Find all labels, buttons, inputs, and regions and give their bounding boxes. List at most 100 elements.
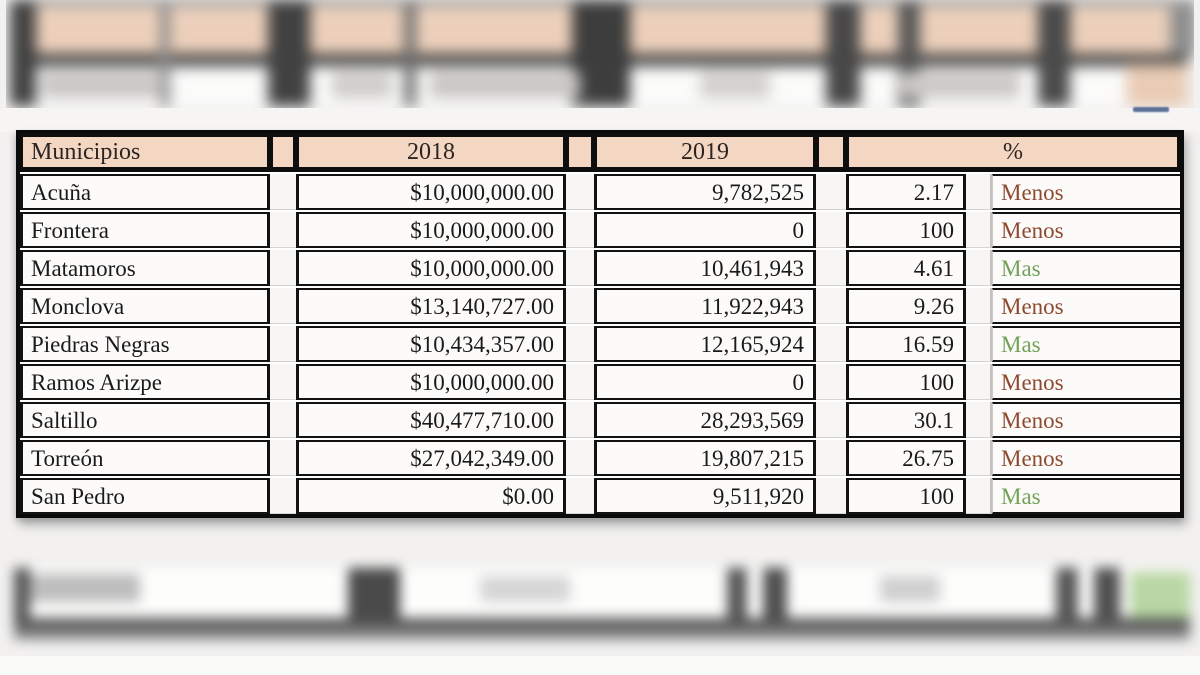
cell-2019: 0 bbox=[594, 212, 816, 248]
cell-2018: $10,434,357.00 bbox=[296, 326, 566, 362]
cell-2018: $10,000,000.00 bbox=[296, 250, 566, 286]
cell-percent: 2.17 bbox=[846, 174, 966, 210]
percent-label-gap bbox=[966, 174, 992, 210]
column-spacer bbox=[270, 364, 296, 400]
blur-artifact bbox=[900, 72, 1020, 98]
column-spacer bbox=[816, 478, 846, 514]
blur-artifact bbox=[14, 568, 30, 618]
cell-percent: 16.59 bbox=[846, 326, 966, 362]
cell-trend-menos: Menos bbox=[992, 364, 1180, 400]
blur-artifact bbox=[14, 618, 1190, 640]
cell-trend-menos: Menos bbox=[992, 440, 1180, 476]
blur-artifact bbox=[42, 72, 162, 98]
cell-municipio: Ramos Arizpe bbox=[20, 364, 270, 400]
column-spacer bbox=[816, 250, 846, 286]
blur-artifact bbox=[1170, 0, 1194, 55]
column-spacer bbox=[816, 440, 846, 476]
cell-trend-menos: Menos bbox=[992, 212, 1180, 248]
blur-artifact bbox=[763, 568, 787, 618]
cell-2019: 28,293,569 bbox=[594, 402, 816, 438]
blur-artifact bbox=[1038, 0, 1070, 106]
blur-artifact bbox=[1094, 568, 1120, 618]
cell-percent: 100 bbox=[846, 364, 966, 400]
percent-label-gap bbox=[966, 212, 992, 248]
cell-2018: $10,000,000.00 bbox=[296, 212, 566, 248]
cell-2019: 19,807,215 bbox=[594, 440, 816, 476]
cell-2019: 12,165,924 bbox=[594, 326, 816, 362]
column-spacer bbox=[816, 174, 846, 210]
blurred-table-above bbox=[6, 0, 1194, 108]
page-gap-strip bbox=[0, 108, 1200, 132]
column-spacer bbox=[566, 440, 594, 476]
cell-2018: $0.00 bbox=[296, 478, 566, 514]
cell-percent: 9.26 bbox=[846, 288, 966, 324]
blur-artifact bbox=[700, 72, 770, 98]
column-spacer bbox=[270, 440, 296, 476]
cell-2018: $40,477,710.00 bbox=[296, 402, 566, 438]
header-municipios: Municipios bbox=[20, 134, 270, 172]
cell-percent: 26.75 bbox=[846, 440, 966, 476]
column-spacer bbox=[816, 364, 846, 400]
blur-artifact bbox=[160, 0, 170, 106]
cell-2018: $27,042,349.00 bbox=[296, 440, 566, 476]
blue-dash-artifact bbox=[1133, 107, 1169, 112]
cell-2018: $13,140,727.00 bbox=[296, 288, 566, 324]
cell-municipio: Saltillo bbox=[20, 402, 270, 438]
header-spacer bbox=[270, 134, 296, 172]
column-spacer bbox=[270, 402, 296, 438]
blur-artifact bbox=[332, 72, 392, 98]
column-spacer bbox=[816, 288, 846, 324]
cell-municipio: San Pedro bbox=[20, 478, 270, 514]
column-spacer bbox=[566, 478, 594, 514]
column-spacer bbox=[566, 326, 594, 362]
column-spacer bbox=[816, 326, 846, 362]
cell-trend-mas: Mas bbox=[992, 326, 1180, 362]
column-spacer bbox=[816, 212, 846, 248]
header-2019: 2019 bbox=[594, 134, 816, 172]
cell-municipio: Matamoros bbox=[20, 250, 270, 286]
blur-artifact bbox=[480, 576, 570, 602]
cell-trend-menos: Menos bbox=[992, 402, 1180, 438]
cell-trend-mas: Mas bbox=[992, 478, 1180, 514]
blur-artifact bbox=[826, 0, 860, 106]
column-spacer bbox=[566, 364, 594, 400]
header-2018: 2018 bbox=[296, 134, 566, 172]
blur-artifact bbox=[30, 574, 140, 602]
column-spacer bbox=[270, 212, 296, 248]
column-spacer bbox=[270, 326, 296, 362]
cell-2019: 0 bbox=[594, 364, 816, 400]
column-spacer bbox=[566, 174, 594, 210]
page-bottom-strip bbox=[0, 656, 1200, 675]
blur-artifact bbox=[880, 576, 940, 602]
blur-artifact bbox=[572, 0, 630, 106]
cell-municipio: Acuña bbox=[20, 174, 270, 210]
blur-artifact bbox=[268, 0, 310, 106]
cell-percent: 4.61 bbox=[846, 250, 966, 286]
blur-artifact bbox=[10, 0, 36, 106]
percent-label-gap bbox=[966, 478, 992, 514]
cell-percent: 100 bbox=[846, 212, 966, 248]
blur-artifact bbox=[1126, 64, 1188, 106]
blur-artifact bbox=[1130, 572, 1190, 618]
cell-percent: 100 bbox=[846, 478, 966, 514]
column-spacer bbox=[566, 250, 594, 286]
blur-artifact-group bbox=[0, 556, 1200, 660]
column-spacer bbox=[270, 250, 296, 286]
column-spacer bbox=[816, 402, 846, 438]
cell-2018: $10,000,000.00 bbox=[296, 174, 566, 210]
cell-trend-menos: Menos bbox=[992, 288, 1180, 324]
cell-trend-mas: Mas bbox=[992, 250, 1180, 286]
column-spacer bbox=[566, 288, 594, 324]
column-spacer bbox=[566, 402, 594, 438]
blurred-table-below bbox=[0, 556, 1200, 660]
percent-label-gap bbox=[966, 250, 992, 286]
percent-label-gap bbox=[966, 402, 992, 438]
percent-label-gap bbox=[966, 288, 992, 324]
cell-2019: 11,922,943 bbox=[594, 288, 816, 324]
cell-municipio: Piedras Negras bbox=[20, 326, 270, 362]
header-spacer bbox=[566, 134, 594, 172]
blur-artifact bbox=[430, 72, 580, 98]
header-percent: % bbox=[846, 134, 1180, 172]
percent-label-gap bbox=[966, 326, 992, 362]
